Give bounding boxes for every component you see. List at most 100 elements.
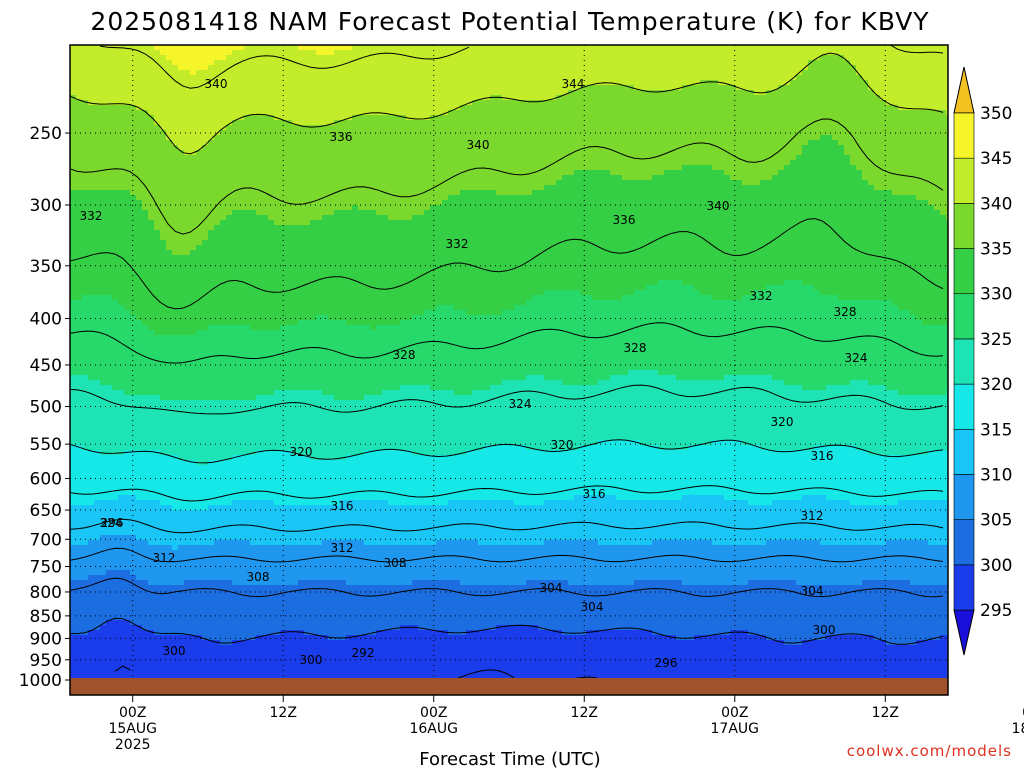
theta-cell: [256, 645, 263, 651]
theta-cell: [268, 330, 275, 336]
theta-cell: [82, 285, 89, 291]
theta-cell: [190, 640, 197, 646]
theta-cell: [94, 105, 101, 111]
theta-cell: [280, 620, 287, 626]
theta-cell: [82, 540, 89, 546]
theta-cell: [256, 635, 263, 641]
theta-cell: [178, 265, 185, 271]
theta-cell: [166, 285, 173, 291]
theta-cell: [112, 360, 119, 366]
theta-cell: [268, 265, 275, 271]
theta-cell: [124, 125, 131, 131]
theta-cell: [208, 135, 215, 141]
theta-cell: [232, 570, 239, 576]
theta-cell: [196, 235, 203, 241]
theta-cell: [106, 450, 113, 456]
theta-cell: [232, 315, 239, 321]
theta-cell: [148, 645, 155, 651]
theta-cell: [130, 630, 137, 636]
theta-cell: [226, 145, 233, 151]
theta-cell: [268, 110, 275, 116]
theta-cell: [208, 670, 215, 676]
theta-cell: [304, 255, 311, 261]
theta-cell: [82, 160, 89, 166]
theta-cell: [76, 90, 83, 96]
theta-cell: [208, 60, 215, 66]
theta-cell: [226, 275, 233, 281]
theta-cell: [298, 480, 305, 486]
theta-cell: [256, 530, 263, 536]
theta-cell: [220, 100, 227, 106]
theta-cell: [244, 340, 251, 346]
theta-cell: [178, 340, 185, 346]
theta-cell: [172, 365, 179, 371]
theta-cell: [196, 360, 203, 366]
theta-cell: [202, 575, 209, 581]
theta-cell: [70, 150, 77, 156]
theta-cell: [256, 475, 263, 481]
theta-cell: [178, 225, 185, 231]
theta-cell: [262, 670, 269, 676]
theta-cell: [172, 70, 179, 76]
theta-cell: [94, 360, 101, 366]
theta-cell: [76, 425, 83, 431]
theta-cell: [214, 650, 221, 656]
theta-cell: [172, 260, 179, 266]
theta-cell: [220, 550, 227, 556]
theta-cell: [226, 645, 233, 651]
theta-cell: [196, 385, 203, 391]
theta-cell: [202, 600, 209, 606]
theta-cell: [304, 205, 311, 211]
theta-cell: [178, 100, 185, 106]
theta-cell: [220, 435, 227, 441]
theta-cell: [178, 430, 185, 436]
theta-cell: [76, 215, 83, 221]
theta-cell: [106, 645, 113, 651]
theta-cell: [154, 555, 161, 561]
theta-cell: [190, 115, 197, 121]
theta-cell: [70, 205, 77, 211]
theta-cell: [154, 625, 161, 631]
theta-cell: [244, 635, 251, 641]
theta-cell: [100, 625, 107, 631]
theta-cell: [154, 545, 161, 551]
theta-cell: [256, 450, 263, 456]
theta-cell: [262, 600, 269, 606]
theta-cell: [268, 470, 275, 476]
theta-cell: [286, 515, 293, 521]
theta-cell: [280, 60, 287, 66]
theta-cell: [82, 600, 89, 606]
theta-cell: [274, 430, 281, 436]
theta-cell: [208, 290, 215, 296]
theta-cell: [220, 50, 227, 56]
theta-cell: [184, 510, 191, 516]
theta-cell: [238, 120, 245, 126]
theta-cell: [160, 550, 167, 556]
theta-cell: [190, 70, 197, 76]
theta-cell: [112, 455, 119, 461]
theta-cell: [100, 265, 107, 271]
theta-cell: [76, 150, 83, 156]
theta-cell: [172, 115, 179, 121]
theta-cell: [244, 445, 251, 451]
theta-cell: [220, 475, 227, 481]
theta-cell: [172, 180, 179, 186]
theta-cell: [136, 670, 143, 676]
theta-cell: [94, 235, 101, 241]
theta-cell: [94, 205, 101, 211]
theta-cell: [250, 425, 257, 431]
theta-cell: [298, 390, 305, 396]
theta-cell: [142, 395, 149, 401]
theta-cell: [250, 615, 257, 621]
theta-cell: [274, 130, 281, 136]
theta-cell: [88, 470, 95, 476]
theta-cell: [238, 200, 245, 206]
theta-cell: [178, 175, 185, 181]
theta-cell: [166, 660, 173, 666]
theta-cell: [298, 675, 305, 680]
theta-cell: [256, 430, 263, 436]
theta-cell: [178, 285, 185, 291]
theta-cell: [250, 105, 257, 111]
theta-cell: [166, 500, 173, 506]
theta-cell: [202, 175, 209, 181]
